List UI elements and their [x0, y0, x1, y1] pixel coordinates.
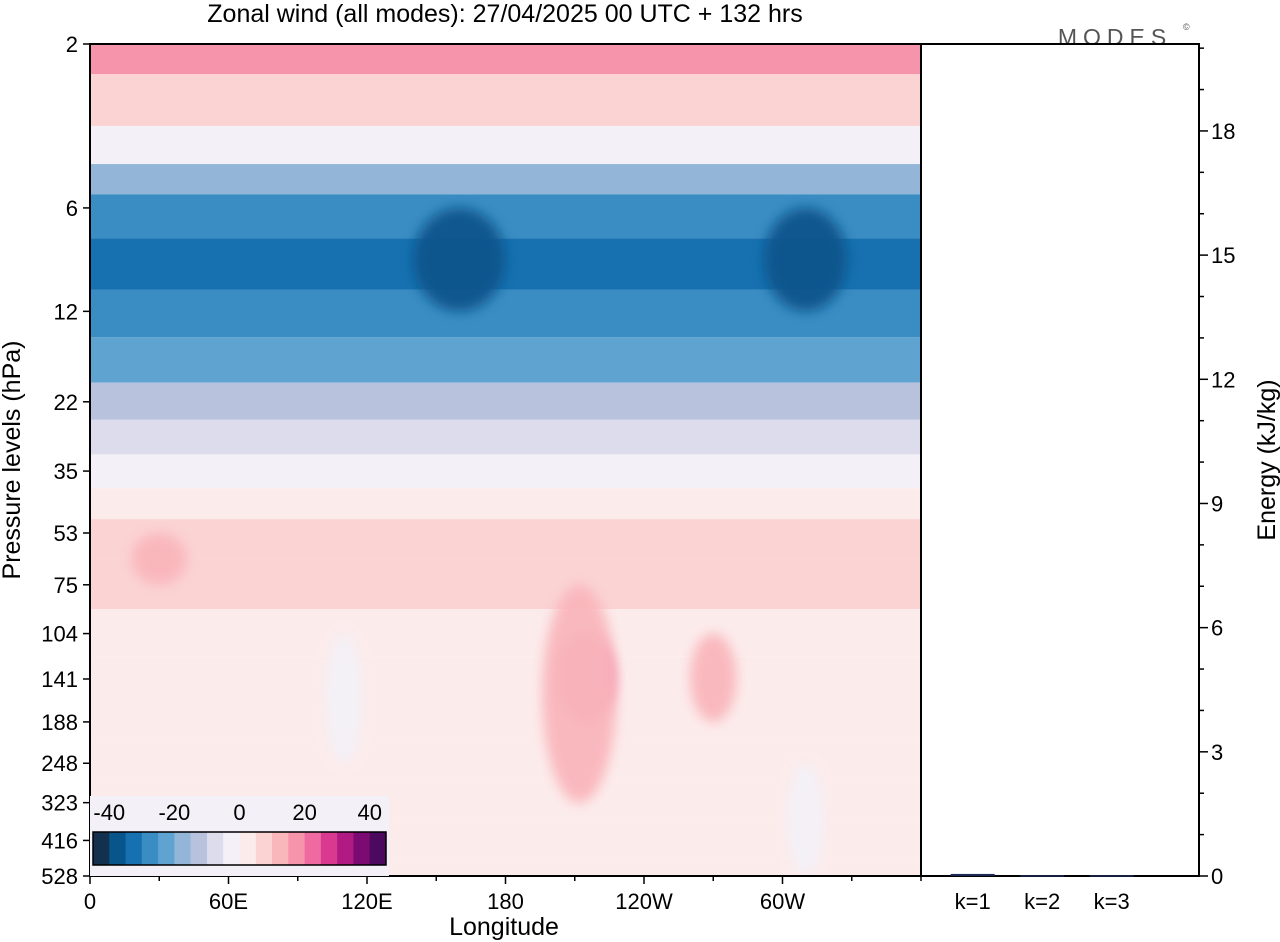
- pressure-axis: 2 6 12 22 35 53 75 104 141 188 248 323 416 528: [41, 32, 90, 889]
- colorbar-tick-label: -40: [93, 800, 125, 825]
- colorbar-swatch: [206, 832, 224, 865]
- y-tick-label: 6: [66, 196, 78, 221]
- colorbar-swatch: [93, 832, 110, 865]
- colorbar-swatch: [141, 832, 159, 865]
- y-tick-label: 75: [54, 573, 78, 598]
- energy-bar: [1089, 875, 1134, 877]
- y-tick-label: 188: [41, 710, 78, 735]
- wind-field: [90, 44, 921, 876]
- x-tick-label: 180: [487, 889, 524, 914]
- field-band: [90, 609, 921, 657]
- colorbar-swatch: [223, 832, 240, 865]
- field-band: [90, 164, 921, 195]
- y-tick-label: 528: [41, 864, 78, 889]
- energy-tick-label: 6: [1211, 616, 1223, 641]
- field-band: [90, 74, 921, 126]
- energy-tick-label: 3: [1211, 740, 1223, 765]
- energy-category-label: k=3: [1094, 889, 1130, 914]
- colorbar-swatch: [255, 832, 273, 865]
- colorbar-swatch: [320, 832, 338, 865]
- colorbar-swatch: [109, 832, 127, 865]
- energy-category-label: k=1: [955, 889, 991, 914]
- colorbar-tick-label: 0: [233, 800, 245, 825]
- energy-panel-frame: [920, 43, 1200, 877]
- field-feature: [690, 633, 737, 722]
- energy-tick-label: 0: [1211, 864, 1223, 889]
- chart-title: Zonal wind (all modes): 27/04/2025 00 UT…: [207, 0, 802, 28]
- colorbar: -40 -20 0 20 40: [90, 796, 389, 876]
- colorbar-swatch: [304, 832, 322, 865]
- field-band: [90, 656, 921, 701]
- field-band: [90, 44, 921, 75]
- energy-bar: [950, 873, 995, 876]
- x-tick-label: 120E: [341, 889, 392, 914]
- field-feature: [325, 633, 363, 764]
- field-band: [90, 742, 921, 783]
- energy-tick-label: 15: [1211, 243, 1235, 268]
- field-feature: [542, 584, 617, 803]
- y-tick-label: 22: [54, 390, 78, 415]
- y-tick-label: 12: [54, 299, 78, 324]
- colorbar-swatch: [272, 832, 289, 865]
- energy-axis-title: Energy (kJ/kg): [1253, 379, 1280, 540]
- colorbar-swatch: [125, 832, 143, 865]
- field-feature: [787, 763, 825, 876]
- colorbar-swatch: [239, 832, 257, 865]
- y-tick-label: 53: [54, 521, 78, 546]
- y-tick-label: 323: [41, 791, 78, 816]
- colorbar-swatch: [369, 832, 387, 865]
- field-feature: [413, 207, 506, 312]
- field-band: [90, 337, 921, 383]
- y-tick-label: 2: [66, 32, 78, 57]
- colorbar-swatch: [337, 832, 354, 865]
- energy-category-label: k=2: [1024, 889, 1060, 914]
- x-tick-label: 0: [84, 889, 96, 914]
- y-axis-title: Pressure levels (hPa): [0, 341, 26, 580]
- colorbar-frame: [92, 831, 387, 866]
- colorbar-tick-label: -20: [158, 800, 190, 825]
- x-tick-label: 60W: [760, 889, 805, 914]
- field-feature: [131, 532, 187, 585]
- y-tick-label: 141: [41, 667, 78, 692]
- colorbar-tick-label: 40: [357, 800, 381, 825]
- y-tick-label: 248: [41, 751, 78, 776]
- energy-bars: k=1 k=2 k=3: [950, 873, 1134, 914]
- field-band: [90, 558, 921, 610]
- field-band: [90, 700, 921, 743]
- field-band: [90, 382, 921, 420]
- field-band: [90, 419, 921, 455]
- colorbar-swatch: [353, 832, 371, 865]
- field-band: [90, 519, 921, 559]
- y-tick-label: 35: [54, 459, 78, 484]
- colorbar-swatch: [174, 832, 192, 865]
- x-tick-label: 120W: [615, 889, 673, 914]
- x-axis-title: Longitude: [449, 913, 559, 941]
- field-band: [90, 125, 921, 165]
- y-tick-label: 104: [41, 622, 78, 647]
- y-tick-label: 416: [41, 828, 78, 853]
- energy-tick-label: 12: [1211, 367, 1235, 392]
- colorbar-swatch: [190, 832, 208, 865]
- field-band: [90, 488, 921, 520]
- x-tick-label: 60E: [209, 889, 248, 914]
- modes-logo-mark: ©: [1183, 22, 1190, 32]
- longitude-axis: 0 60E 120E 180 120W 60W: [84, 876, 922, 914]
- energy-tick-label: 9: [1211, 491, 1223, 516]
- energy-axis: 0 3 6 9 12 15 18: [1199, 47, 1235, 889]
- energy-bar: [1020, 875, 1065, 877]
- colorbar-swatch: [158, 832, 175, 865]
- field-feature: [764, 207, 848, 312]
- energy-tick-label: 18: [1211, 119, 1235, 144]
- field-band: [90, 454, 921, 489]
- colorbar-swatch: [288, 832, 306, 865]
- colorbar-tick-label: 20: [292, 800, 316, 825]
